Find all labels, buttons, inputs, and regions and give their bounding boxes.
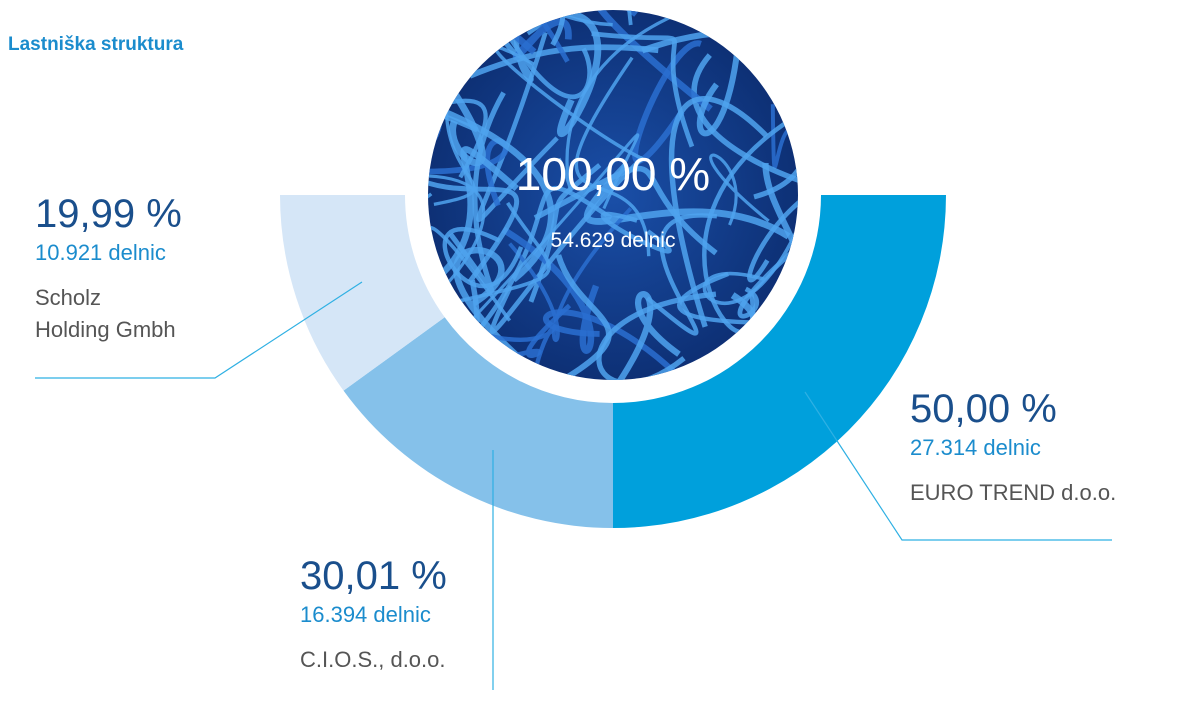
segment-label: 50,00 % 27.314 delnic EURO TREND d.o.o.	[910, 385, 1116, 509]
wire	[709, 153, 770, 226]
category-label: Scholz Holding Gmbh	[35, 285, 176, 343]
wire	[589, 10, 713, 112]
value-label: 50,00 %	[910, 387, 1057, 431]
share-label: 10.921 delnic	[35, 240, 166, 265]
segment-label: 19,99 % 10.921 delnic Scholz Holding Gmbh	[35, 190, 182, 346]
wire	[762, 162, 798, 362]
wire	[574, 56, 651, 257]
wire	[737, 132, 798, 319]
wire	[428, 146, 519, 307]
wire	[428, 81, 555, 283]
wire-texture	[428, 0, 798, 380]
wire	[428, 172, 519, 284]
wire	[478, 10, 677, 11]
wire	[442, 226, 524, 289]
wire	[456, 133, 640, 337]
wire	[645, 213, 718, 336]
donut-segment	[343, 317, 613, 528]
wire	[501, 226, 600, 354]
wire	[458, 201, 551, 303]
category-label: C.I.O.S., d.o.o.	[300, 647, 446, 673]
leader-line	[804, 391, 1112, 541]
wire	[696, 10, 745, 137]
wire	[632, 40, 702, 164]
wire	[524, 291, 681, 380]
wire	[494, 45, 644, 161]
share-label: 16.394 delnic	[300, 602, 431, 627]
wire	[428, 10, 455, 34]
wire	[448, 91, 506, 293]
wire	[476, 31, 559, 223]
donut-segment	[280, 195, 445, 391]
wire	[753, 110, 798, 200]
wire	[489, 155, 645, 334]
wire	[557, 10, 749, 192]
wire	[668, 96, 769, 328]
wire	[428, 10, 570, 63]
center-label: 100,00 %	[516, 148, 710, 200]
category-label: EURO TREND d.o.o.	[910, 480, 1117, 506]
wire	[471, 0, 495, 5]
value-label: 30,01 %	[300, 554, 447, 598]
share-label: 27.314 delnic	[910, 435, 1041, 460]
wire	[428, 42, 444, 153]
wire	[747, 160, 798, 283]
value-label: 19,99 %	[35, 192, 182, 236]
wire	[508, 207, 633, 343]
chart-title: Lastniška struktura	[8, 34, 184, 55]
donut-segment	[613, 195, 946, 528]
wire	[448, 10, 592, 100]
donut	[280, 195, 946, 528]
wire	[600, 211, 672, 254]
wire	[506, 303, 572, 360]
center-sublabel: 54.629 delnic	[551, 229, 676, 252]
wire	[770, 104, 794, 169]
leader-lines	[35, 281, 1112, 690]
leader-line	[35, 281, 363, 379]
segment-label: 30,01 % 16.394 delnic C.I.O.S., d.o.o.	[300, 552, 447, 676]
